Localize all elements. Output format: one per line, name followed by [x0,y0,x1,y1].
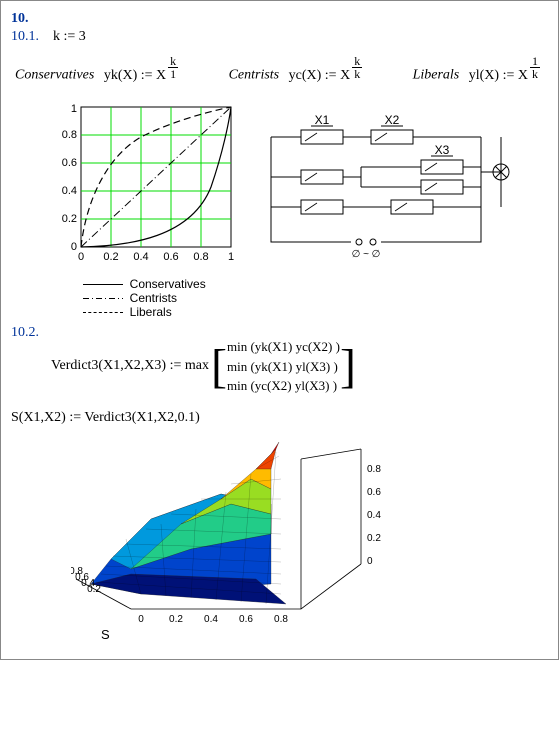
svg-text:∅ ~ ∅: ∅ ~ ∅ [352,249,381,260]
verdict-row: min (yk(X1) yc(X2) ) [227,337,340,357]
ztick: 0.6 [367,487,381,498]
liberals-formula: Liberals yl(X) := X 1 k [413,63,540,88]
xtick: 0 [78,251,84,263]
xtick: 0.8 [274,614,288,625]
yl-lhs: yl(X) := X [469,68,528,84]
legend-label: Liberals [130,305,172,319]
verdict-row: min (yk(X1) yl(X3) ) [227,357,340,377]
xtick: 0.4 [204,614,218,625]
xtick: 0.2 [103,251,118,263]
ytick: 0.8 [71,566,83,577]
verdict-row: min (yc(X2) yl(X3) ) [227,376,340,396]
ytick: 0 [71,241,77,253]
xtick: 0.4 [133,251,148,263]
centrists-formula: Centrists yc(X) := X k k [229,63,363,88]
xtick: 0.6 [239,614,253,625]
surface-plot: 0 0.2 0.4 0.6 0.8 0 0.2 0.4 0.6 0.8 0.2 … [71,434,411,644]
legend-item: Conservatives [83,277,241,291]
legend-item: Liberals [83,305,241,319]
surface-axis-label: S [101,627,110,642]
legend-label: Conservatives [130,277,206,291]
ztick: 0 [367,556,373,567]
line-chart: 0 0.2 0.4 0.6 0.8 1 0 0.2 0.4 0.6 0.8 1 [51,102,241,272]
ztick: 0.8 [367,464,381,475]
circuit-label-x2: X2 [385,113,400,127]
conservatives-label: Conservatives [15,68,94,83]
ztick: 0.4 [367,510,381,521]
legend-item: Centrists [83,291,241,305]
circuit-label-x3: X3 [435,143,450,157]
circuit-diagram: ∅ ~ ∅ X1 X2 X3 [261,102,521,272]
yc-exp-bot: k [352,68,362,80]
xtick: 0.6 [163,251,178,263]
ytick: 0.8 [62,129,77,141]
conservatives-formula: Conservatives yk(X) := X k 1 [15,63,178,88]
k-definition: k := 3 [53,29,86,45]
sub2-number: 10.2. [11,325,39,340]
sub1-number: 10.1. [11,29,39,45]
legend-label: Centrists [130,291,177,305]
ytick: 1 [71,103,77,115]
ztick: 0.2 [367,533,381,544]
ytick: 0.2 [62,213,77,225]
s-definition: S(X1,X2) := Verdict3(X1,X2,0.1) [11,410,200,425]
yc-lhs: yc(X) := X [289,68,351,84]
xtick: 0.8 [193,251,208,263]
yl-exp-bot: k [530,68,540,80]
circuit-label-x1: X1 [315,113,330,127]
xtick: 0 [138,614,144,625]
liberals-label: Liberals [413,68,460,83]
yk-lhs: yk(X) := X [104,68,166,84]
xtick: 1 [228,251,234,263]
verdict-lhs: Verdict3(X1,X2,X3) := max [51,358,209,374]
ytick: 0.6 [62,157,77,169]
centrists-label: Centrists [229,68,280,83]
ytick: 0.4 [62,185,77,197]
yk-exp-bot: 1 [168,68,178,80]
section-number: 10. [11,11,548,27]
xtick: 0.2 [169,614,183,625]
